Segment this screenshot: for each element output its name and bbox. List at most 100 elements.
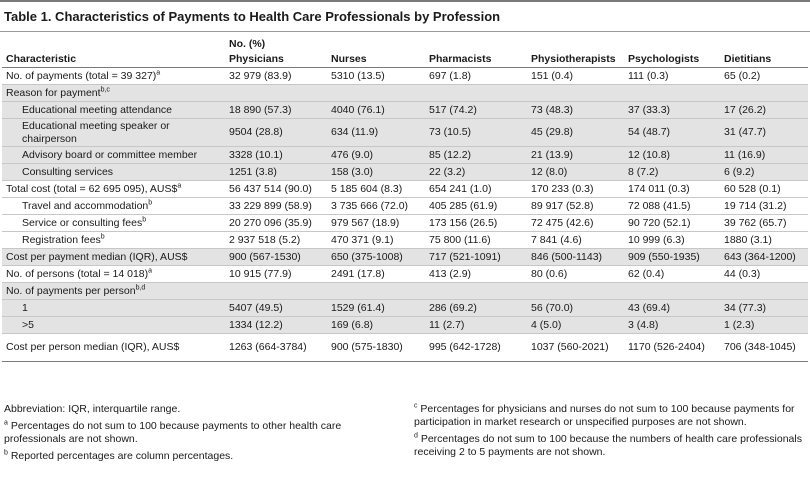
cell-psychologists: 37 (33.3) [624,101,720,119]
cell-physicians: 3328 (10.1) [225,146,327,164]
cell-physicians: 18 890 (57.3) [225,101,327,119]
cell-physiotherapists: 80 (0.6) [527,265,624,283]
cell-physiotherapists: 21 (13.9) [527,146,624,164]
cell-physiotherapists: 7 841 (4.6) [527,231,624,249]
table-row: Educational meeting attendance 18 890 (57… [2,101,809,119]
cell-pharmacists: 286 (69.2) [425,299,527,317]
cell-nurses: 1529 (61.4) [327,299,425,317]
row-characteristic: Reason for paymentb,c [2,84,225,102]
row-label: Travel and accommodation [22,199,149,212]
footnote-marker: b,c [100,86,110,94]
row-label: No. of persons (total = 14 018) [6,267,149,280]
table-title: Table 1. Characteristics of Payments to … [0,0,810,32]
cell-psychologists: 909 (550-1935) [624,248,720,266]
cell-physiotherapists: 89 917 (52.8) [527,197,624,215]
table-row: No. of payments per personb,d [2,282,809,300]
cell-dietitians [720,282,809,300]
row-label: Advisory board or committee member [22,148,198,161]
cell-dietitians: 44 (0.3) [720,265,809,283]
table-row: Educational meeting speaker or chairpers… [2,118,809,147]
footnote-b-text: Reported percentages are column percenta… [10,450,234,462]
row-characteristic: Advisory board or committee member [2,146,225,164]
cell-physiotherapists: 56 (70.0) [527,299,624,317]
cell-nurses [327,282,425,300]
row-label: >5 [22,318,34,331]
table-row: Travel and accommodationb 33 229 899 (58.… [2,197,809,215]
table-row: Reason for paymentb,c [2,84,809,102]
table-row: Cost per payment median (IQR), AUS$ 900 (… [2,248,809,266]
footnote-marker: b [100,233,105,241]
cell-physicians: 9504 (28.8) [225,118,327,147]
cell-dietitians: 643 (364-1200) [720,248,809,266]
table-body: No. of payments (total = 39 327)a 32 979 … [2,67,809,362]
cell-physiotherapists [527,282,624,300]
cell-dietitians: 11 (16.9) [720,146,809,164]
header-dietitians: Dietitians [720,50,809,68]
cell-psychologists: 8 (7.2) [624,163,720,181]
cell-nurses: 169 (6.8) [327,316,425,334]
cell-dietitians: 34 (77.3) [720,299,809,317]
row-characteristic: Travel and accommodationb [2,197,225,215]
cell-pharmacists: 517 (74.2) [425,101,527,119]
cell-psychologists [624,282,720,300]
row-characteristic: >5 [2,316,225,334]
cell-dietitians: 60 528 (0.1) [720,180,809,198]
header-column-row: Characteristic Physicians Nurses Pharmac… [2,50,809,68]
footnote-marker: a [177,182,182,190]
table-row: Total cost (total = 62 695 095), AUS$a 56… [2,180,809,198]
footnote-d: d Percentages do not sum to 100 because … [414,433,806,459]
cell-dietitians: 65 (0.2) [720,67,809,85]
cell-physicians: 56 437 514 (90.0) [225,180,327,198]
table-row: No. of payments (total = 39 327)a 32 979 … [2,67,809,85]
header-blank [2,32,225,51]
header-psychologists: Psychologists [624,50,720,68]
cell-pharmacists: 73 (10.5) [425,118,527,147]
cell-psychologists: 72 088 (41.5) [624,197,720,215]
row-characteristic: No. of payments per personb,d [2,282,225,300]
cell-dietitians: 6 (9.2) [720,163,809,181]
footnote-b-mark: b [4,449,8,457]
row-characteristic: 1 [2,299,225,317]
cell-physiotherapists: 4 (5.0) [527,316,624,334]
cell-psychologists: 1170 (526-2404) [624,333,720,362]
cell-pharmacists: 11 (2.7) [425,316,527,334]
cell-physicians: 10 915 (77.9) [225,265,327,283]
cell-pharmacists: 85 (12.2) [425,146,527,164]
cell-dietitians: 706 (348-1045) [720,333,809,362]
cell-physicians: 33 229 899 (58.9) [225,197,327,215]
row-characteristic: Total cost (total = 62 695 095), AUS$a [2,180,225,198]
row-characteristic: Cost per payment median (IQR), AUS$ [2,248,225,266]
cell-physicians: 2 937 518 (5.2) [225,231,327,249]
cell-pharmacists: 717 (521-1091) [425,248,527,266]
row-label: Consulting services [22,165,114,178]
cell-psychologists: 43 (69.4) [624,299,720,317]
row-characteristic: No. of persons (total = 14 018)a [2,265,225,283]
cell-physicians: 5407 (49.5) [225,299,327,317]
row-label: Reason for payment [6,86,101,99]
cell-nurses: 476 (9.0) [327,146,425,164]
cell-physiotherapists: 45 (29.8) [527,118,624,147]
table-row: Cost per person median (IQR), AUS$ 1263 (… [2,333,809,362]
footnote-c: c Percentages for physicians and nurses … [414,403,806,429]
cell-nurses: 158 (3.0) [327,163,425,181]
table-row: Registration feesb 2 937 518 (5.2) 470 371… [2,231,809,249]
cell-psychologists: 90 720 (52.1) [624,214,720,232]
footnote-c-mark: c [414,402,418,410]
cell-nurses: 650 (375-1008) [327,248,425,266]
table-row: >5 1334 (12.2) 169 (6.8) 11 (2.7) 4 (5.0) 3 (… [2,316,809,334]
footnote-marker: b,d [135,284,146,292]
footnote-a-mark: a [4,419,8,427]
table-row: Service or consulting feesb 20 270 096 (3… [2,214,809,232]
row-characteristic: No. of payments (total = 39 327)a [2,67,225,85]
cell-nurses [327,84,425,102]
header-physicians: Physicians [225,50,327,68]
cell-physiotherapists: 12 (8.0) [527,163,624,181]
cell-dietitians [720,84,809,102]
cell-physiotherapists: 73 (48.3) [527,101,624,119]
footnotes-left-column: Abbreviation: IQR, interquartile range. … [4,403,389,467]
cell-pharmacists: 697 (1.8) [425,67,527,85]
cell-dietitians: 1880 (3.1) [720,231,809,249]
cell-pharmacists: 995 (642-1728) [425,333,527,362]
cell-psychologists: 174 011 (0.3) [624,180,720,198]
cell-nurses: 470 371 (9.1) [327,231,425,249]
